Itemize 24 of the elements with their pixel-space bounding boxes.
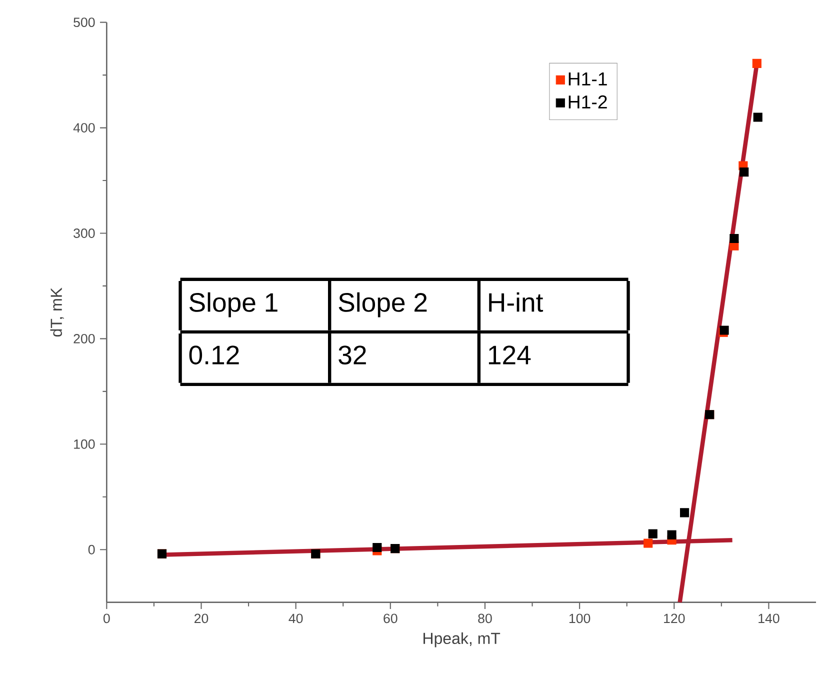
x-tick-label: 80: [478, 614, 492, 624]
x-axis-title: Hpeak, mT: [424, 632, 500, 648]
annotation: 0.12: [189, 346, 239, 364]
legend-label: H1-2: [568, 95, 607, 108]
annotation: Slope 2: [338, 292, 427, 318]
x-tick-label: 100: [569, 614, 590, 624]
x-tick-label: 20: [194, 614, 208, 624]
y-tick-label: 300: [74, 228, 95, 238]
x-tick-label: 60: [384, 614, 398, 624]
y-tick-label: 400: [73, 123, 95, 132]
x-tick-label: 40: [288, 614, 303, 624]
y-tick-label: 0: [88, 544, 95, 554]
y-axis-title: dT, mK: [50, 288, 64, 337]
legend-label: H1-1: [568, 72, 607, 86]
annotation: H-int: [489, 292, 544, 312]
y-tick-label: 500: [74, 18, 95, 28]
annotation: Slope 1: [189, 292, 278, 318]
annotation: 124: [488, 346, 531, 364]
y-tick-label: 200: [74, 334, 95, 344]
y-tick-label: 100: [74, 439, 95, 449]
annotation: 32: [338, 346, 366, 364]
x-tick-label: 0: [103, 614, 110, 624]
x-tick-label: 120: [664, 614, 685, 624]
x-tick-label: 140: [758, 614, 780, 624]
